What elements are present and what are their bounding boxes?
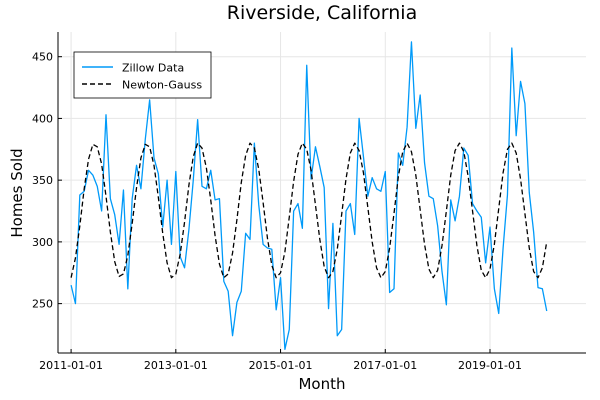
y-tick-label: 300: [32, 236, 53, 249]
y-axis-label: Homes Sold: [8, 148, 26, 237]
plot-frame: [57, 32, 586, 354]
x-tick-label: 2011-01-01: [39, 359, 103, 372]
x-tick-label: 2013-01-01: [144, 359, 208, 372]
x-tick-label: 2015-01-01: [249, 359, 313, 372]
legend: Zillow Data Newton-Gauss: [73, 51, 212, 99]
y-tick-label: 450: [32, 51, 53, 64]
series-line-zillow-data: [70, 41, 548, 350]
legend-label-zillow-data: Zillow Data: [122, 62, 184, 75]
chart-title: Riverside, California: [227, 2, 417, 24]
grid-lines: [58, 32, 586, 353]
legend-label-newton-gauss: Newton-Gauss: [122, 79, 202, 92]
series-line-newton-gauss: [70, 142, 548, 279]
series-lines: [70, 41, 548, 350]
legend-box: [73, 51, 212, 99]
y-tick-label: 250: [32, 298, 53, 311]
x-axis-label: Month: [298, 375, 345, 393]
x-tick-label: 2017-01-01: [353, 359, 417, 372]
y-tick-label: 400: [32, 112, 53, 125]
y-tick-label: 350: [32, 174, 53, 187]
axis-ticks: 2011-01-01 2013-01-01 2015-01-01 2017-01-01…: [32, 51, 522, 372]
x-tick-label: 2019-01-01: [458, 359, 522, 372]
